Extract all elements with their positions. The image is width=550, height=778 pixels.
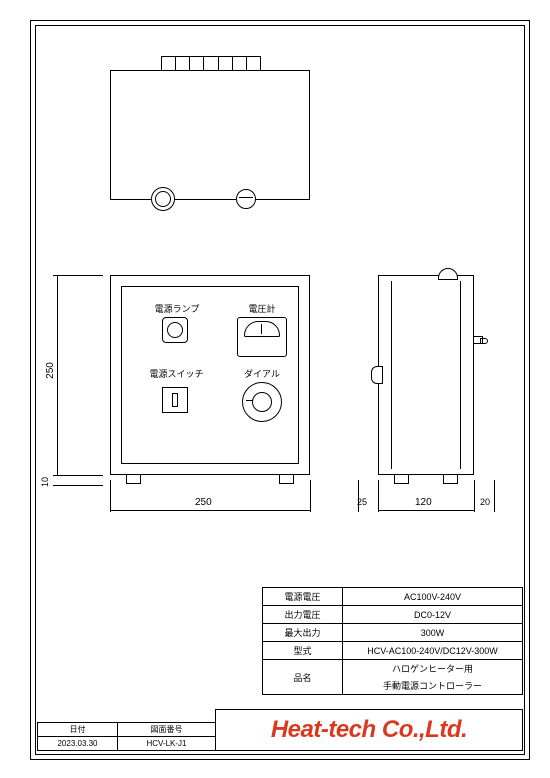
foot-right: [279, 474, 294, 484]
voltmeter-icon: [237, 317, 287, 357]
dim-ext: [378, 480, 379, 512]
dim-ext: [358, 480, 359, 512]
table-row: 最大出力300W: [263, 624, 523, 642]
spec-name-1: ハロゲンヒーター用: [343, 660, 523, 678]
dim-depth: 120: [415, 497, 432, 508]
side-foot-l: [394, 474, 409, 484]
front-panel: 電源ランプ 電圧計 電源スイッチ ダイアル: [121, 286, 299, 464]
spec-value: 300W: [343, 624, 523, 642]
lamp-icon: [162, 317, 188, 343]
spec-value: AC100V-240V: [343, 588, 523, 606]
company-logo: Heat-tech Co.,Ltd.: [215, 709, 523, 751]
spec-name-2: 手動電源コントローラー: [343, 677, 523, 695]
dim-foot: 10: [40, 477, 50, 487]
drawing-header: 図面番号: [118, 723, 216, 737]
dim-ext: [110, 480, 111, 512]
dim-height: 250: [45, 362, 56, 379]
spec-value: HCV-AC100-240V/DC12V-300W: [343, 642, 523, 660]
table-row: 品名 ハロゲンヒーター用: [263, 660, 523, 678]
front-view: 電源ランプ 電圧計 電源スイッチ ダイアル: [110, 275, 310, 475]
dim-line-height: [57, 275, 58, 475]
dial-icon: [242, 382, 282, 422]
switch-label: 電源スイッチ: [134, 367, 219, 380]
spec-label: 出力電圧: [263, 606, 343, 624]
date-value: 2023.03.30: [38, 737, 118, 751]
top-knob-1: [151, 187, 175, 211]
side-dial-knob: [371, 366, 383, 384]
spec-table: 電源電圧AC100V-240V 出力電圧DC0-12V 最大出力300W 型式H…: [262, 587, 523, 695]
dim-ext: [53, 475, 103, 476]
drawing-number: HCV-LK-J1: [118, 737, 216, 751]
side-foot-r: [443, 474, 458, 484]
side-panel-line-l: [391, 281, 392, 469]
spec-label: 電源電圧: [263, 588, 343, 606]
dim-ext: [474, 480, 475, 512]
dim-ext: [494, 480, 495, 512]
dim-ext: [53, 275, 103, 276]
date-header: 日付: [38, 723, 118, 737]
lamp-label: 電源ランプ: [142, 302, 212, 315]
dim-ext: [310, 480, 311, 512]
table-row: 電源電圧AC100V-240V: [263, 588, 523, 606]
dim-ext: [53, 485, 103, 486]
dim-line-width: [110, 510, 310, 511]
spec-name-label: 品名: [263, 660, 343, 695]
dim-side-gap-r: 20: [480, 497, 490, 507]
top-view: [110, 70, 310, 200]
switch-icon: [162, 387, 188, 413]
side-panel-line-r: [460, 281, 461, 469]
table-row: 型式HCV-AC100-240V/DC12V-300W: [263, 642, 523, 660]
foot-left: [126, 474, 141, 484]
spec-label: 最大出力: [263, 624, 343, 642]
voltmeter-label: 電圧計: [232, 302, 292, 315]
dial-label: ダイアル: [232, 367, 292, 380]
terminal-block: [161, 56, 261, 71]
dim-line-depth: [378, 510, 474, 511]
side-cable: [473, 336, 483, 344]
table-row: 出力電圧DC0-12V: [263, 606, 523, 624]
spec-label: 型式: [263, 642, 343, 660]
title-block: 日付 図面番号 2023.03.30 HCV-LK-J1: [37, 722, 216, 751]
top-knob-2: [236, 189, 256, 209]
dim-width: 250: [195, 497, 212, 508]
spec-value: DC0-12V: [343, 606, 523, 624]
side-view: [378, 275, 474, 475]
dim-side-gap: 25: [357, 497, 367, 507]
